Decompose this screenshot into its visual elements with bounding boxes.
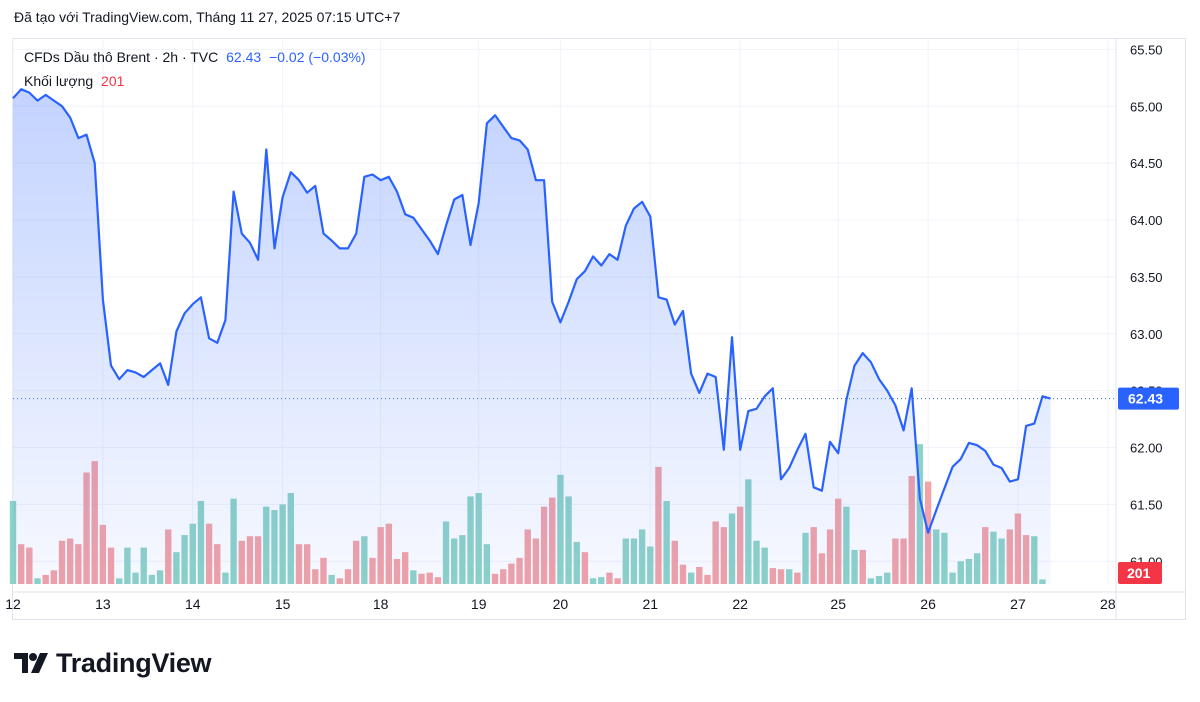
volume-legend: Khối lượng 201 [24,73,128,89]
last-price-tag-label: 62.43 [1128,391,1163,407]
y-tick-label: 64.50 [1130,156,1163,171]
x-tick-label: 14 [185,596,201,612]
volume-tag-label: 201 [1127,565,1151,581]
x-tick-label: 26 [920,596,936,612]
y-tick-label: 65.00 [1130,99,1163,114]
y-tick-label: 62.00 [1130,441,1163,456]
symbol-title: CFDs Dầu thô Brent · 2h · TVC [24,49,219,65]
x-tick-label: 13 [95,596,111,612]
y-tick-label: 64.00 [1130,213,1163,228]
x-tick-label: 22 [732,596,748,612]
tradingview-logo[interactable]: TradingView [14,647,212,678]
x-tick-label: 20 [553,596,569,612]
price-change-value: −0.02 (−0.03%) [269,49,366,65]
x-tick-label: 18 [373,596,389,612]
x-tick-label: 12 [5,596,21,612]
y-tick-label: 61.50 [1130,497,1163,512]
tradingview-logo-text: TradingView [56,647,212,678]
y-tick-label: 63.00 [1130,327,1163,342]
last-price-tag [1118,387,1179,410]
price-line-series[interactable] [12,88,1051,534]
x-tick-label: 19 [471,596,487,612]
volume-tag [1118,562,1162,584]
volume-value: 201 [101,73,125,89]
volume-label: Khối lượng [24,73,94,89]
x-tick-label: 27 [1010,596,1026,612]
tradingview-logo-icon [14,653,48,673]
y-tick-label: 65.50 [1130,42,1163,57]
x-tick-label: 25 [830,596,846,612]
y-tick-label: 63.50 [1130,270,1163,285]
last-price-value: 62.43 [226,49,262,65]
created-with-caption: Đã tạo với TradingView.com, Tháng 11 27,… [14,9,401,25]
symbol-legend: CFDs Dầu thô Brent · 2h · TVC 62.43 −0.0… [24,49,370,65]
x-tick-label: 21 [642,596,658,612]
x-tick-label: 28 [1100,596,1116,612]
x-tick-label: 15 [275,596,291,612]
price-area-fill [13,89,1051,584]
